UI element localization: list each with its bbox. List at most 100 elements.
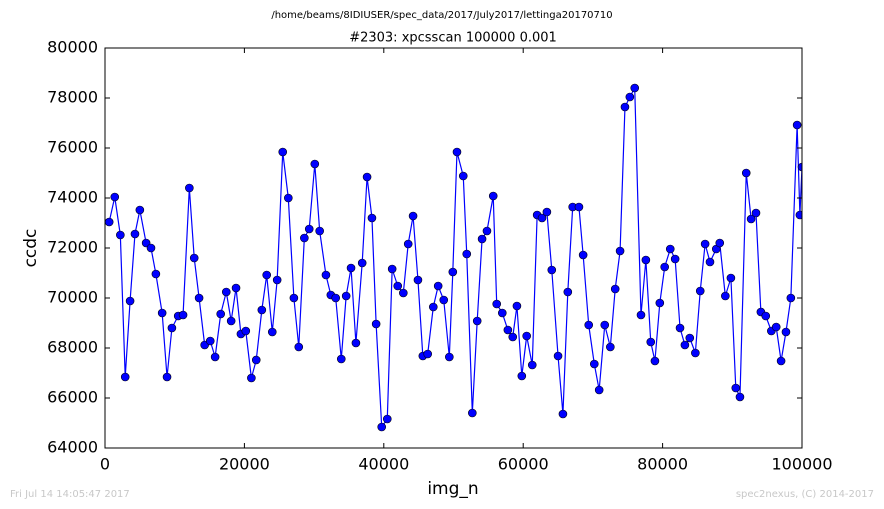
data-point bbox=[705, 257, 715, 267]
data-point bbox=[294, 342, 304, 352]
data-point bbox=[492, 299, 502, 309]
data-point bbox=[636, 310, 646, 320]
data-point bbox=[522, 331, 531, 341]
data-point bbox=[205, 336, 215, 346]
data-point bbox=[289, 293, 299, 303]
data-point bbox=[162, 372, 172, 382]
data-point bbox=[574, 202, 584, 212]
data-point bbox=[488, 191, 498, 201]
data-point bbox=[135, 205, 145, 215]
data-point bbox=[700, 239, 710, 249]
data-point bbox=[610, 284, 620, 294]
data-point bbox=[157, 308, 167, 318]
data-point bbox=[125, 296, 135, 306]
data-point bbox=[278, 147, 288, 157]
data-point bbox=[660, 262, 669, 272]
data-point bbox=[508, 332, 518, 342]
data-point bbox=[262, 270, 272, 280]
data-point bbox=[351, 338, 361, 348]
data-point bbox=[226, 316, 236, 326]
data-point bbox=[399, 288, 408, 298]
data-point bbox=[452, 147, 462, 157]
data-point bbox=[105, 217, 114, 227]
data-point bbox=[691, 348, 700, 358]
data-point bbox=[542, 207, 552, 217]
x-tick-label: 80000 bbox=[637, 455, 688, 474]
data-point bbox=[272, 275, 282, 285]
data-point bbox=[445, 352, 454, 362]
data-point bbox=[110, 192, 120, 202]
data-point bbox=[428, 302, 438, 312]
data-point bbox=[251, 355, 261, 365]
data-point bbox=[650, 356, 660, 366]
data-point bbox=[503, 325, 513, 335]
data-point bbox=[468, 408, 477, 418]
data-point bbox=[300, 233, 309, 243]
data-point bbox=[304, 224, 314, 234]
data-point bbox=[315, 226, 324, 236]
data-point bbox=[512, 301, 522, 311]
data-point bbox=[413, 275, 423, 285]
data-point bbox=[625, 92, 635, 102]
data-point bbox=[792, 120, 802, 130]
data-point bbox=[761, 311, 771, 321]
data-point bbox=[497, 308, 507, 318]
data-point bbox=[751, 208, 761, 218]
data-point bbox=[462, 249, 472, 259]
y-tick-label: 68000 bbox=[47, 338, 98, 357]
data-point bbox=[393, 281, 403, 291]
data-point bbox=[247, 373, 256, 383]
y-tick-label: 64000 bbox=[47, 438, 98, 457]
x-tick-label: 20000 bbox=[219, 455, 270, 474]
data-point bbox=[553, 351, 563, 361]
data-point bbox=[527, 360, 537, 370]
data-point bbox=[795, 210, 802, 220]
x-tick-label: 60000 bbox=[498, 455, 549, 474]
data-point bbox=[630, 83, 640, 93]
data-point bbox=[178, 310, 188, 320]
chart-title: #2303: xpcsscan 100000 0.001 bbox=[349, 31, 557, 46]
data-point bbox=[403, 239, 413, 249]
data-point bbox=[620, 102, 630, 112]
footer-left: Fri Jul 14 14:05:47 2017 bbox=[10, 489, 130, 500]
plot-area bbox=[105, 83, 802, 432]
data-point bbox=[448, 267, 458, 277]
data-line bbox=[108, 85, 802, 429]
data-point bbox=[600, 320, 610, 330]
data-point bbox=[241, 326, 251, 336]
footer-right: spec2nexus, (C) 2014-2017 bbox=[736, 489, 874, 500]
data-point bbox=[695, 286, 705, 296]
data-point bbox=[130, 229, 140, 239]
data-point bbox=[726, 273, 736, 283]
data-point bbox=[341, 291, 351, 301]
data-point bbox=[786, 293, 796, 303]
data-point bbox=[771, 322, 781, 332]
data-point bbox=[472, 316, 482, 326]
data-point bbox=[558, 409, 568, 419]
data-point bbox=[120, 372, 130, 382]
data-point bbox=[331, 293, 341, 303]
data-point bbox=[362, 172, 372, 182]
data-point bbox=[336, 354, 346, 364]
data-point bbox=[167, 323, 177, 333]
data-point bbox=[231, 283, 241, 293]
data-point bbox=[517, 371, 527, 381]
data-point bbox=[685, 333, 695, 343]
data-point bbox=[680, 340, 690, 350]
data-point bbox=[189, 253, 199, 263]
data-point bbox=[321, 270, 331, 280]
data-point bbox=[641, 255, 651, 265]
data-point bbox=[433, 281, 443, 291]
data-point bbox=[267, 327, 277, 337]
data-point bbox=[310, 159, 320, 169]
data-point bbox=[615, 246, 625, 256]
data-point bbox=[116, 230, 125, 240]
data-point bbox=[221, 287, 231, 297]
data-point bbox=[357, 258, 367, 268]
y-tick-label: 78000 bbox=[47, 88, 98, 107]
data-point bbox=[371, 319, 381, 329]
data-point bbox=[675, 323, 685, 333]
y-tick-label: 72000 bbox=[47, 238, 98, 257]
data-point bbox=[646, 337, 656, 347]
